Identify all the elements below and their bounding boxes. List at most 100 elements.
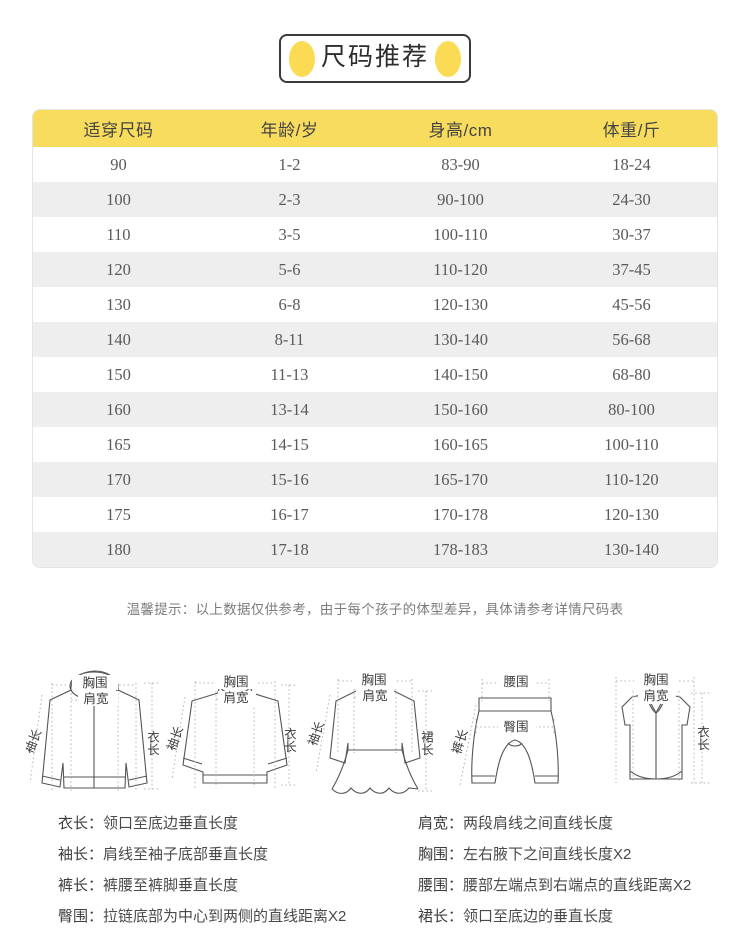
table-row: 160 13-14 150-160 80-100: [33, 392, 717, 427]
column-header-size: 适穿尺码: [33, 110, 204, 147]
cell-age: 11-13: [204, 357, 375, 392]
definitions-right-column: 肩宽：两段肩线之间直线长度 胸围：左右腋下之间直线长度X2 腰围：腰部左端点到右端点…: [418, 808, 691, 932]
label-shoulder-sweatshirt: 肩宽: [223, 690, 248, 705]
measurement-definitions: 衣长：领口至底边垂直长度 袖长：肩线至袖子底部垂直长度 裤长：裤腰至裤脚垂直长度 臀围…: [0, 808, 750, 938]
definition-term: 衣长：: [58, 815, 104, 832]
diagram-dress: 胸围 肩宽 裙长 袖长: [306, 643, 446, 798]
label-sleeve-sweatshirt: 袖长: [166, 724, 186, 753]
cell-age: 15-16: [204, 462, 375, 497]
cell-weight: 100-110: [546, 427, 717, 462]
cell-weight: 37-45: [546, 252, 717, 287]
cell-size: 165: [33, 427, 204, 462]
definition-term: 胸围：: [418, 846, 464, 863]
definition-description: 两段肩线之间直线长度: [463, 815, 614, 832]
label-chest-dress: 胸围: [361, 672, 386, 687]
cell-size: 110: [33, 217, 204, 252]
cell-size: 100: [33, 182, 204, 217]
cell-size: 140: [33, 322, 204, 357]
label-chest-sweatshirt: 胸围: [223, 674, 248, 689]
cell-weight: 68-80: [546, 357, 717, 392]
cell-age: 14-15: [204, 427, 375, 462]
definition-term: 裙长：: [418, 908, 464, 925]
table-row: 175 16-17 170-178 120-130: [33, 497, 717, 532]
cell-height: 130-140: [375, 322, 546, 357]
cell-size: 175: [33, 497, 204, 532]
cell-weight: 110-120: [546, 462, 717, 497]
garment-diagrams: 胸围 肩宽 衣长 袖长: [26, 643, 726, 798]
label-length-vest: 衣长: [695, 725, 709, 751]
size-table-body: 90 1-2 83-90 18-24 100 2-3 90-100 24-30 110 3-5 10…: [33, 147, 717, 567]
label-length-sweatshirt: 衣长: [282, 727, 296, 753]
cell-size: 180: [33, 532, 204, 567]
definition-description: 裤腰至裤脚垂直长度: [103, 877, 239, 894]
definition-description: 肩线至袖子底部垂直长度: [103, 846, 269, 863]
label-chest-vest: 胸围: [643, 672, 668, 687]
cell-age: 5-6: [204, 252, 375, 287]
table-header-row: 适穿尺码 年龄/岁 身高/cm 体重/斤: [33, 110, 717, 147]
cell-age: 1-2: [204, 147, 375, 182]
label-shoulder-dress: 肩宽: [362, 688, 387, 703]
definition-description: 左右腋下之间直线长度X2: [463, 846, 632, 863]
size-table-card: 适穿尺码 年龄/岁 身高/cm 体重/斤 90 1-2 83-90 18-24 100 2…: [32, 109, 718, 568]
definition-description: 领口至底边垂直长度: [103, 815, 239, 832]
table-row: 130 6-8 120-130 45-56: [33, 287, 717, 322]
definition-row: 胸围：左右腋下之间直线长度X2: [418, 839, 691, 870]
table-row: 100 2-3 90-100 24-30: [33, 182, 717, 217]
size-table-head: 适穿尺码 年龄/岁 身高/cm 体重/斤: [33, 110, 717, 147]
definition-description: 领口至底边的垂直长度: [463, 908, 614, 925]
diagram-vest: 胸围 肩宽 衣长: [586, 643, 726, 798]
definition-term: 臀围：: [58, 908, 104, 925]
badge-dot-right-icon: [435, 40, 461, 77]
table-row: 110 3-5 100-110 30-37: [33, 217, 717, 252]
label-sleeve-dress: 袖长: [306, 719, 327, 748]
cell-height: 150-160: [375, 392, 546, 427]
definition-row: 腰围：腰部左端点到右端点的直线距离X2: [418, 870, 691, 901]
definition-term: 裤长：: [58, 877, 104, 894]
cell-size: 160: [33, 392, 204, 427]
cell-age: 8-11: [204, 322, 375, 357]
cell-age: 17-18: [204, 532, 375, 567]
cell-height: 160-165: [375, 427, 546, 462]
definition-row: 裤长：裤腰至裤脚垂直长度: [58, 870, 346, 901]
label-shoulder-jacket: 肩宽: [83, 691, 108, 706]
cell-height: 178-183: [375, 532, 546, 567]
label-waist-pants: 腰围: [503, 675, 528, 689]
table-row: 180 17-18 178-183 130-140: [33, 532, 717, 567]
definition-term: 肩宽：: [418, 815, 464, 832]
column-header-weight: 体重/斤: [546, 110, 717, 147]
table-row: 150 11-13 140-150 68-80: [33, 357, 717, 392]
definition-row: 裙长：领口至底边的垂直长度: [418, 901, 691, 932]
definition-description: 拉链底部为中心到两侧的直线距离X2: [103, 908, 347, 925]
definition-row: 衣长：领口至底边垂直长度: [58, 808, 346, 839]
definition-term: 袖长：: [58, 846, 104, 863]
label-hip-pants: 臀围: [503, 720, 528, 734]
cell-size: 90: [33, 147, 204, 182]
badge-dot-left-icon: [288, 40, 315, 77]
cell-size: 150: [33, 357, 204, 392]
cell-size: 170: [33, 462, 204, 497]
diagram-sweatshirt: 胸围 肩宽 衣长 袖长: [166, 643, 306, 798]
label-length-pants: 裤长: [450, 727, 471, 756]
table-row: 120 5-6 110-120 37-45: [33, 252, 717, 287]
label-length-jacket: 衣长: [145, 730, 159, 756]
cell-weight: 24-30: [546, 182, 717, 217]
page-title-wrap: 尺码推荐: [0, 34, 750, 83]
table-row: 140 8-11 130-140 56-68: [33, 322, 717, 357]
page-title-badge: 尺码推荐: [278, 34, 471, 83]
column-header-height: 身高/cm: [375, 110, 546, 147]
cell-weight: 80-100: [546, 392, 717, 427]
cell-weight: 130-140: [546, 532, 717, 567]
cell-height: 83-90: [375, 147, 546, 182]
cell-height: 165-170: [375, 462, 546, 497]
size-table: 适穿尺码 年龄/岁 身高/cm 体重/斤 90 1-2 83-90 18-24 100 2…: [33, 110, 717, 567]
label-shoulder-vest: 肩宽: [643, 688, 668, 703]
table-row: 90 1-2 83-90 18-24: [33, 147, 717, 182]
cell-weight: 45-56: [546, 287, 717, 322]
column-header-age: 年龄/岁: [204, 110, 375, 147]
label-chest-jacket: 胸围: [82, 675, 107, 690]
cell-height: 170-178: [375, 497, 546, 532]
definition-row: 臀围：拉链底部为中心到两侧的直线距离X2: [58, 901, 346, 932]
cell-weight: 120-130: [546, 497, 717, 532]
cell-size: 120: [33, 252, 204, 287]
definition-description: 腰部左端点到右端点的直线距离X2: [463, 877, 692, 894]
